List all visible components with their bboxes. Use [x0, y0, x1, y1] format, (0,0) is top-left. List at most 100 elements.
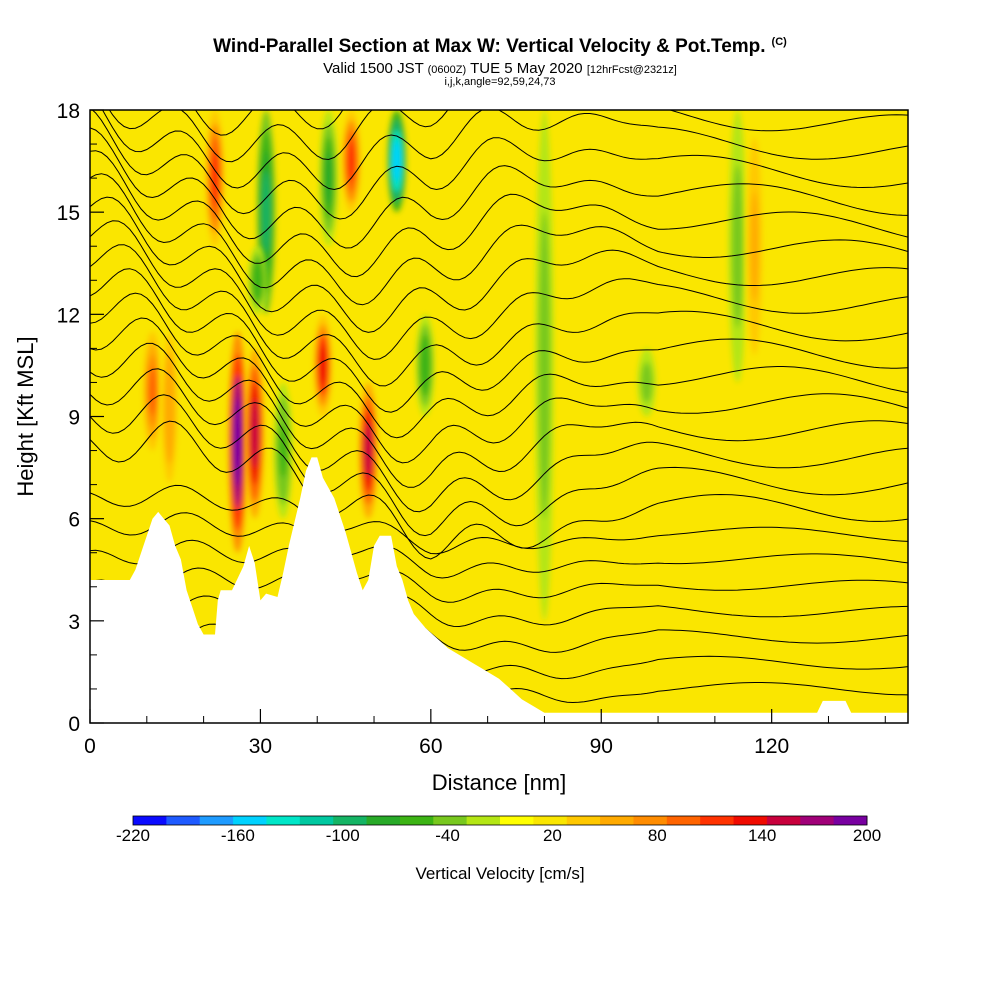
plot-area — [90, 110, 908, 723]
colorbar-swatch — [133, 816, 167, 825]
colorbar-swatch — [166, 816, 201, 825]
colorbar-swatch — [766, 816, 801, 825]
y-axis-label: Height [Kft MSL] — [13, 336, 38, 496]
velocity-core-layer — [148, 367, 157, 415]
x-tick-label: 30 — [249, 735, 272, 758]
colorbar-swatch — [533, 816, 568, 825]
velocity-core-layer — [540, 263, 549, 468]
colorbar-swatch — [199, 816, 234, 825]
velocity-core — [342, 110, 361, 213]
velocity-core-layer — [392, 140, 401, 182]
theta-isentrope — [90, 173, 908, 306]
chart-title: Wind-Parallel Section at Max W: Vertical… — [0, 36, 1000, 58]
y-tick-label: 15 — [57, 202, 80, 225]
chart-subtitle: Valid 1500 JST (0600Z) TUE 5 May 2020 [1… — [0, 60, 1000, 77]
velocity-core-layer — [250, 399, 259, 468]
velocity-core-layer — [318, 344, 327, 386]
theta-isentrope — [90, 244, 908, 387]
chart-subtitle-indices: i,j,k,angle=92,59,24,73 — [444, 76, 556, 88]
theta-isentrope — [90, 220, 908, 360]
subtitle-utc: (0600Z) — [427, 64, 467, 76]
velocity-core — [205, 110, 225, 247]
y-tick-label: 0 — [68, 713, 80, 736]
colorbar-swatch — [266, 816, 301, 825]
x-tick-label: 90 — [590, 735, 613, 758]
velocity-core — [387, 110, 406, 213]
axes: 0 30 60 90 120 0 3 6 9 12 15 18 Distance [nm] Height … — [13, 100, 886, 795]
velocity-core — [313, 314, 332, 417]
colorbar-swatch — [433, 816, 468, 825]
title-text: Wind-Parallel Section at Max W: Vertical… — [213, 36, 766, 57]
velocity-core — [274, 382, 293, 519]
theta-isentrope — [90, 196, 908, 333]
velocity-core — [143, 331, 162, 451]
velocity-core-layer — [421, 344, 430, 386]
colorbar-tick-label: -40 — [435, 826, 460, 845]
theta-isentrope — [90, 368, 908, 513]
velocity-core — [637, 348, 656, 417]
colorbar-tick-label: 140 — [747, 826, 777, 845]
subtitle-forecast: [12hrFcst@2321z] — [586, 64, 677, 76]
velocity-core — [319, 110, 338, 247]
title-tag: (C) — [771, 36, 787, 48]
velocity-core-layer — [253, 266, 262, 294]
colorbar-swatch — [633, 816, 668, 825]
velocity-core — [728, 110, 747, 383]
colorbar-swatch — [333, 816, 368, 825]
x-tick-label: 60 — [419, 735, 442, 758]
velocity-core — [416, 314, 435, 417]
theta-isentrope — [90, 420, 908, 560]
theta-isentrope — [90, 317, 908, 464]
colorbar-tick-label: -100 — [325, 826, 360, 845]
colorbar-swatch — [500, 816, 534, 825]
velocity-core-layer — [279, 423, 288, 478]
velocity-core-layer — [324, 150, 333, 206]
colorbar-swatch — [399, 816, 434, 825]
theta-isentrope — [90, 292, 908, 439]
colorbar-swatch — [466, 816, 501, 825]
velocity-core-layer — [347, 140, 356, 182]
colorbar-swatch — [733, 816, 768, 825]
colorbar-swatch — [566, 816, 601, 825]
x-tick-label: 0 — [84, 735, 96, 758]
theta-isentrope — [90, 268, 908, 413]
theta-contours — [90, 110, 908, 704]
theta-isentrope — [194, 110, 344, 136]
theta-isentrope — [90, 512, 908, 579]
y-tick-label: 18 — [57, 100, 80, 123]
velocity-core-layer — [750, 191, 759, 301]
velocity-core — [245, 348, 264, 519]
theta-isentrope — [90, 127, 908, 249]
colorbar-swatch — [366, 816, 401, 825]
colorbar-tick-label: 200 — [852, 826, 882, 845]
colorbar-swatch — [600, 816, 634, 825]
velocity-core-layer — [364, 423, 373, 478]
colorbar-swatch — [800, 816, 835, 825]
y-tick-label: 9 — [68, 407, 80, 430]
y-tick-label: 6 — [68, 509, 80, 532]
velocity-core-layer — [233, 397, 242, 487]
theta-isentrope — [108, 110, 908, 163]
y-tick-label: 12 — [57, 304, 80, 327]
theta-isentrope — [90, 539, 908, 603]
velocity-core — [228, 331, 247, 553]
colorbar-swatch — [666, 816, 701, 825]
colorbar-label: Vertical Velocity [cm/s] — [415, 864, 585, 883]
terrain-mask — [90, 457, 908, 723]
theta-isentrope — [91, 110, 908, 220]
colorbar-swatch — [233, 816, 267, 825]
colorbar-tick-label: 80 — [647, 826, 667, 845]
colorbar-tick-label: -160 — [220, 826, 255, 845]
colorbar-frame — [132, 815, 868, 826]
velocity-core-layer — [262, 171, 271, 254]
colorbar-swatch — [700, 816, 735, 825]
colorbar-swatch — [833, 816, 868, 825]
subtitle-valid: Valid 1500 JST — [323, 60, 424, 77]
colorbar-tick-labels: -220 -160 -100 -40 20 80 140 200 — [0, 826, 1000, 848]
theta-isentrope — [90, 394, 908, 537]
colorbar-tick-label: -220 — [115, 826, 151, 845]
velocity-core-layer — [642, 368, 651, 397]
y-tick-label: 3 — [68, 611, 80, 634]
velocity-core — [535, 110, 554, 621]
